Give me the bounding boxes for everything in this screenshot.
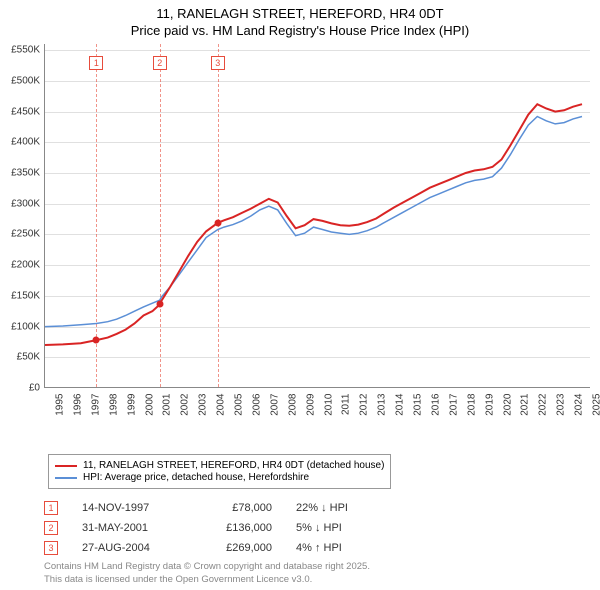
event-row: 3 27-AUG-2004 £269,000 4% ↑ HPI <box>44 538 376 558</box>
x-tick-label: 2012 <box>359 394 370 424</box>
y-tick-label: £550K <box>0 45 40 56</box>
y-tick-label: £250K <box>0 229 40 240</box>
x-tick-label: 2000 <box>144 394 155 424</box>
x-tick-label: 2014 <box>395 394 406 424</box>
sale-dot <box>214 219 221 226</box>
x-tick-label: 2018 <box>466 394 477 424</box>
legend-swatch <box>55 477 77 479</box>
legend-label: HPI: Average price, detached house, Here… <box>83 472 309 483</box>
x-tick-label: 2003 <box>198 394 209 424</box>
footer-line1: Contains HM Land Registry data © Crown c… <box>44 561 370 573</box>
x-tick-label: 2002 <box>180 394 191 424</box>
chart-area: £0£50K£100K£150K£200K£250K£300K£350K£400… <box>44 44 590 420</box>
y-tick-label: £200K <box>0 260 40 271</box>
y-tick-label: £450K <box>0 106 40 117</box>
legend: 11, RANELAGH STREET, HEREFORD, HR4 0DT (… <box>48 454 391 489</box>
title-address: 11, RANELAGH STREET, HEREFORD, HR4 0DT <box>0 6 600 21</box>
footer-line2: This data is licensed under the Open Gov… <box>44 574 370 586</box>
x-tick-label: 2001 <box>162 394 173 424</box>
y-tick-label: £500K <box>0 75 40 86</box>
x-tick-label: 1999 <box>126 394 137 424</box>
x-tick-label: 2010 <box>323 394 334 424</box>
y-tick-label: £100K <box>0 321 40 332</box>
sale-dot <box>93 337 100 344</box>
y-tick-label: £50K <box>0 352 40 363</box>
x-tick-label: 2008 <box>287 394 298 424</box>
x-tick-label: 1996 <box>72 394 83 424</box>
event-date: 27-AUG-2004 <box>82 542 178 554</box>
event-marker: 3 <box>44 541 58 555</box>
event-marker: 1 <box>44 501 58 515</box>
legend-swatch <box>55 465 77 467</box>
x-tick-label: 2017 <box>448 394 459 424</box>
x-tick-label: 2005 <box>234 394 245 424</box>
x-tick-label: 2013 <box>377 394 388 424</box>
x-tick-label: 2020 <box>502 394 513 424</box>
event-diff: 5% ↓ HPI <box>296 522 376 534</box>
x-tick-label: 1998 <box>108 394 119 424</box>
y-tick-label: £300K <box>0 198 40 209</box>
legend-row: HPI: Average price, detached house, Here… <box>55 472 384 483</box>
x-tick-label: 2024 <box>574 394 585 424</box>
x-tick-label: 2015 <box>413 394 424 424</box>
event-date: 14-NOV-1997 <box>82 502 178 514</box>
events-table: 1 14-NOV-1997 £78,000 22% ↓ HPI 2 31-MAY-2001… <box>44 498 376 558</box>
x-tick-label: 2023 <box>556 394 567 424</box>
x-tick-label: 2019 <box>484 394 495 424</box>
y-tick-label: £400K <box>0 137 40 148</box>
event-marker: 2 <box>44 521 58 535</box>
event-diff: 4% ↑ HPI <box>296 542 376 554</box>
event-row: 1 14-NOV-1997 £78,000 22% ↓ HPI <box>44 498 376 518</box>
series-line <box>45 104 582 345</box>
title-subtitle: Price paid vs. HM Land Registry's House … <box>0 23 600 38</box>
x-tick-label: 2007 <box>269 394 280 424</box>
legend-row: 11, RANELAGH STREET, HEREFORD, HR4 0DT (… <box>55 460 384 471</box>
event-row: 2 31-MAY-2001 £136,000 5% ↓ HPI <box>44 518 376 538</box>
x-tick-label: 1997 <box>90 394 101 424</box>
x-tick-label: 2004 <box>216 394 227 424</box>
sale-dot <box>156 301 163 308</box>
y-tick-label: £350K <box>0 168 40 179</box>
chart-container: 11, RANELAGH STREET, HEREFORD, HR4 0DT P… <box>0 0 600 590</box>
event-date: 31-MAY-2001 <box>82 522 178 534</box>
x-tick-label: 2011 <box>341 394 352 424</box>
y-tick-label: £0 <box>0 383 40 394</box>
x-tick-label: 2022 <box>538 394 549 424</box>
x-tick-label: 2006 <box>251 394 262 424</box>
x-tick-label: 2016 <box>430 394 441 424</box>
footer-attribution: Contains HM Land Registry data © Crown c… <box>44 561 370 586</box>
x-tick-label: 2025 <box>592 394 600 424</box>
x-tick-label: 2009 <box>305 394 316 424</box>
event-price: £78,000 <box>202 502 272 514</box>
series-line <box>45 117 582 327</box>
x-tick-label: 1995 <box>55 394 66 424</box>
series-svg <box>45 44 591 388</box>
plot-area: £0£50K£100K£150K£200K£250K£300K£350K£400… <box>44 44 590 388</box>
y-tick-label: £150K <box>0 290 40 301</box>
event-price: £269,000 <box>202 542 272 554</box>
legend-label: 11, RANELAGH STREET, HEREFORD, HR4 0DT (… <box>83 460 384 471</box>
event-diff: 22% ↓ HPI <box>296 502 376 514</box>
x-tick-label: 2021 <box>520 394 531 424</box>
event-price: £136,000 <box>202 522 272 534</box>
title-block: 11, RANELAGH STREET, HEREFORD, HR4 0DT P… <box>0 0 600 38</box>
